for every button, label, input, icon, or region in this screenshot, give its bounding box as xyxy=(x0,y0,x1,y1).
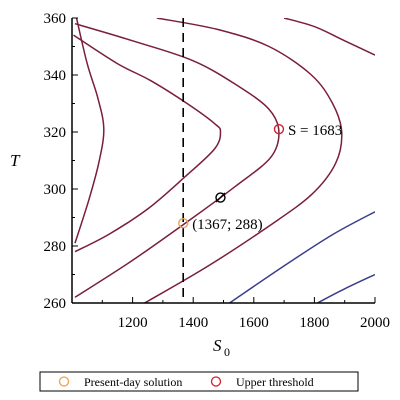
axes xyxy=(71,18,375,304)
ticks: 1200 1400 1600 1800 2000 260 280 300 320 340 360 xyxy=(44,11,391,331)
x-tick-label-1200: 1200 xyxy=(118,315,148,331)
y-tick-label-320: 320 xyxy=(44,125,67,141)
contour-line-5 xyxy=(283,18,375,56)
legend-label-upper-threshold: Upper threshold xyxy=(236,375,314,389)
y-tick-label-360: 360 xyxy=(44,11,67,27)
x-tick-label-1800: 1800 xyxy=(299,315,329,331)
upper-threshold-annotation: S = 1683 xyxy=(288,123,342,139)
y-tick-label-280: 280 xyxy=(44,239,67,255)
contour-line-4 xyxy=(144,18,343,303)
point-slash xyxy=(215,192,226,203)
contour-lines xyxy=(73,18,375,303)
x-tick-label-2000: 2000 xyxy=(360,315,390,331)
legend-marker-present-day-solution xyxy=(58,376,70,387)
y-tick-label-300: 300 xyxy=(44,182,67,198)
contour-line-7 xyxy=(317,273,375,303)
x-tick-label-1400: 1400 xyxy=(178,315,208,331)
present-day-solution-annotation: (1367; 288) xyxy=(192,217,262,233)
y-axis-title: T xyxy=(10,151,21,170)
present-day-solution-marker xyxy=(178,217,189,229)
x-tick-label-1600: 1600 xyxy=(239,315,269,331)
x-axis-title: S xyxy=(213,336,222,355)
contour-line-6 xyxy=(229,211,375,303)
legend-label-present-day-solution: Present-day solution xyxy=(84,375,182,389)
contour-line-3 xyxy=(74,22,280,298)
y-tick-label-260: 260 xyxy=(44,296,67,312)
upper-threshold-marker xyxy=(273,123,285,135)
point-3-marker xyxy=(215,192,226,203)
contour-line-2 xyxy=(73,34,222,253)
contour-line-1 xyxy=(74,18,105,244)
legend-marker-upper-threshold xyxy=(210,376,222,387)
legend-box xyxy=(39,371,359,392)
legend: Present-day solution Upper threshold xyxy=(39,371,359,392)
y-tick-label-340: 340 xyxy=(44,68,67,84)
x-axis-title-subscript: 0 xyxy=(224,345,230,359)
markers: (1367; 288) S = 1683 xyxy=(178,123,342,233)
